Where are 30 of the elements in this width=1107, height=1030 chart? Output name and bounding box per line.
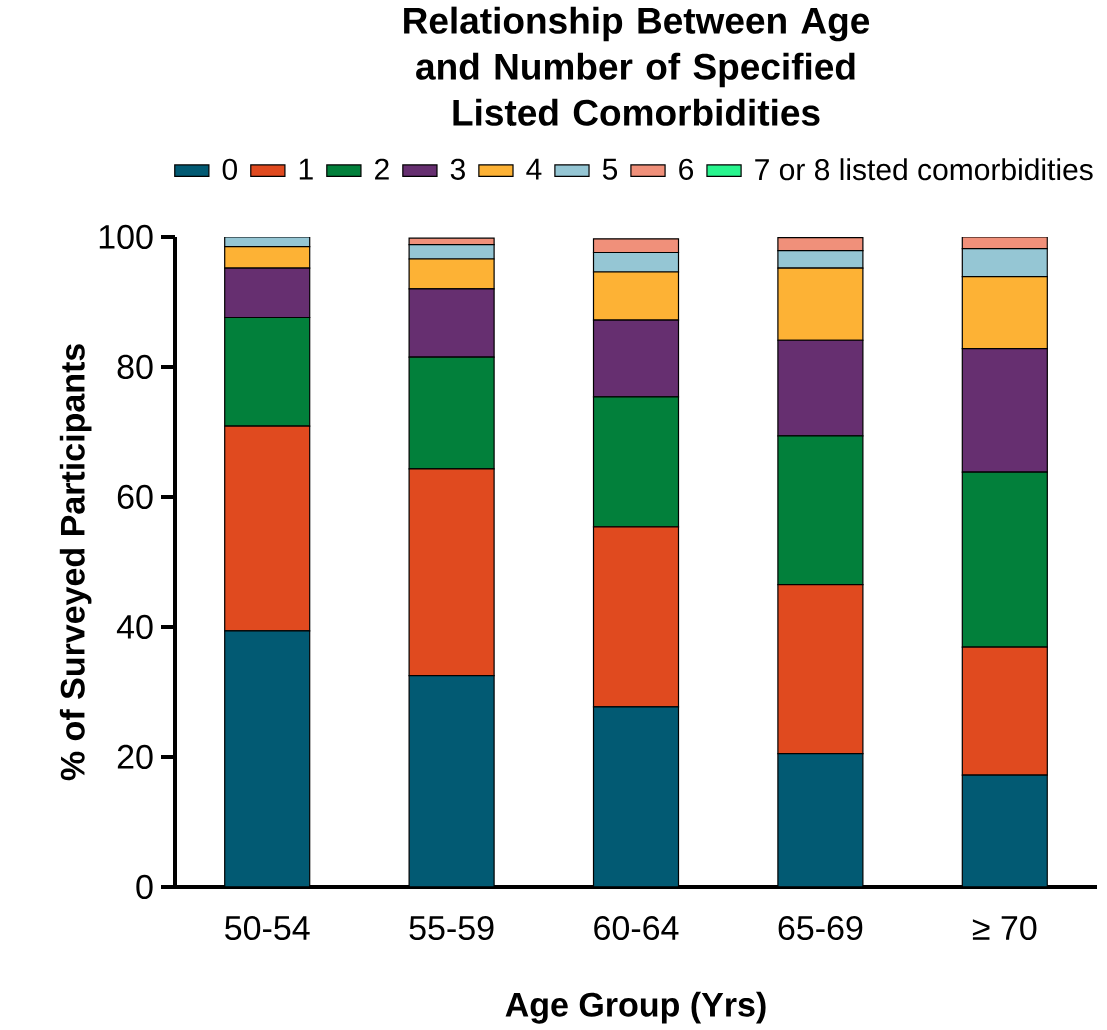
y-tick-label: 0	[136, 874, 153, 899]
y-tick-label: 20	[117, 744, 153, 769]
legend-label: 4	[526, 158, 542, 180]
legend-label: 1	[299, 158, 313, 180]
x-tick-label: 65-69	[778, 915, 863, 940]
x-tick-label: 50-54	[225, 915, 310, 940]
x-tick-label: 60-64	[594, 915, 679, 940]
x-tick-label: ≥ 70	[972, 915, 1037, 940]
y-axis-title: % of Surveyed Participants	[59, 344, 92, 781]
bar	[592, 251, 680, 273]
legend-label: 7 or 8 listed comorbidities	[755, 158, 1093, 181]
bar	[592, 706, 680, 887]
legend-label: 6	[679, 158, 694, 180]
chart-title: Relationship Between Age and Number of Specified Listed Comorbidities	[404, 6, 870, 126]
bar	[961, 774, 1048, 887]
legend-label: 0	[222, 158, 237, 180]
y-tick-label: 100	[99, 224, 153, 249]
y-tick-label: 80	[117, 354, 153, 379]
bar	[408, 674, 495, 887]
bar	[961, 247, 1048, 278]
y-tick-label: 60	[117, 484, 153, 509]
legend-label: 5	[602, 158, 618, 180]
x-tick-label: 55-59	[409, 915, 494, 940]
bar	[777, 236, 864, 252]
legend-label: 2	[375, 158, 389, 180]
bar	[224, 630, 311, 887]
legend-label: 3	[450, 158, 465, 180]
y-tick-label: 40	[116, 614, 153, 639]
bar	[777, 752, 864, 887]
x-axis-title: Age Group (Yrs)	[505, 991, 766, 1024]
